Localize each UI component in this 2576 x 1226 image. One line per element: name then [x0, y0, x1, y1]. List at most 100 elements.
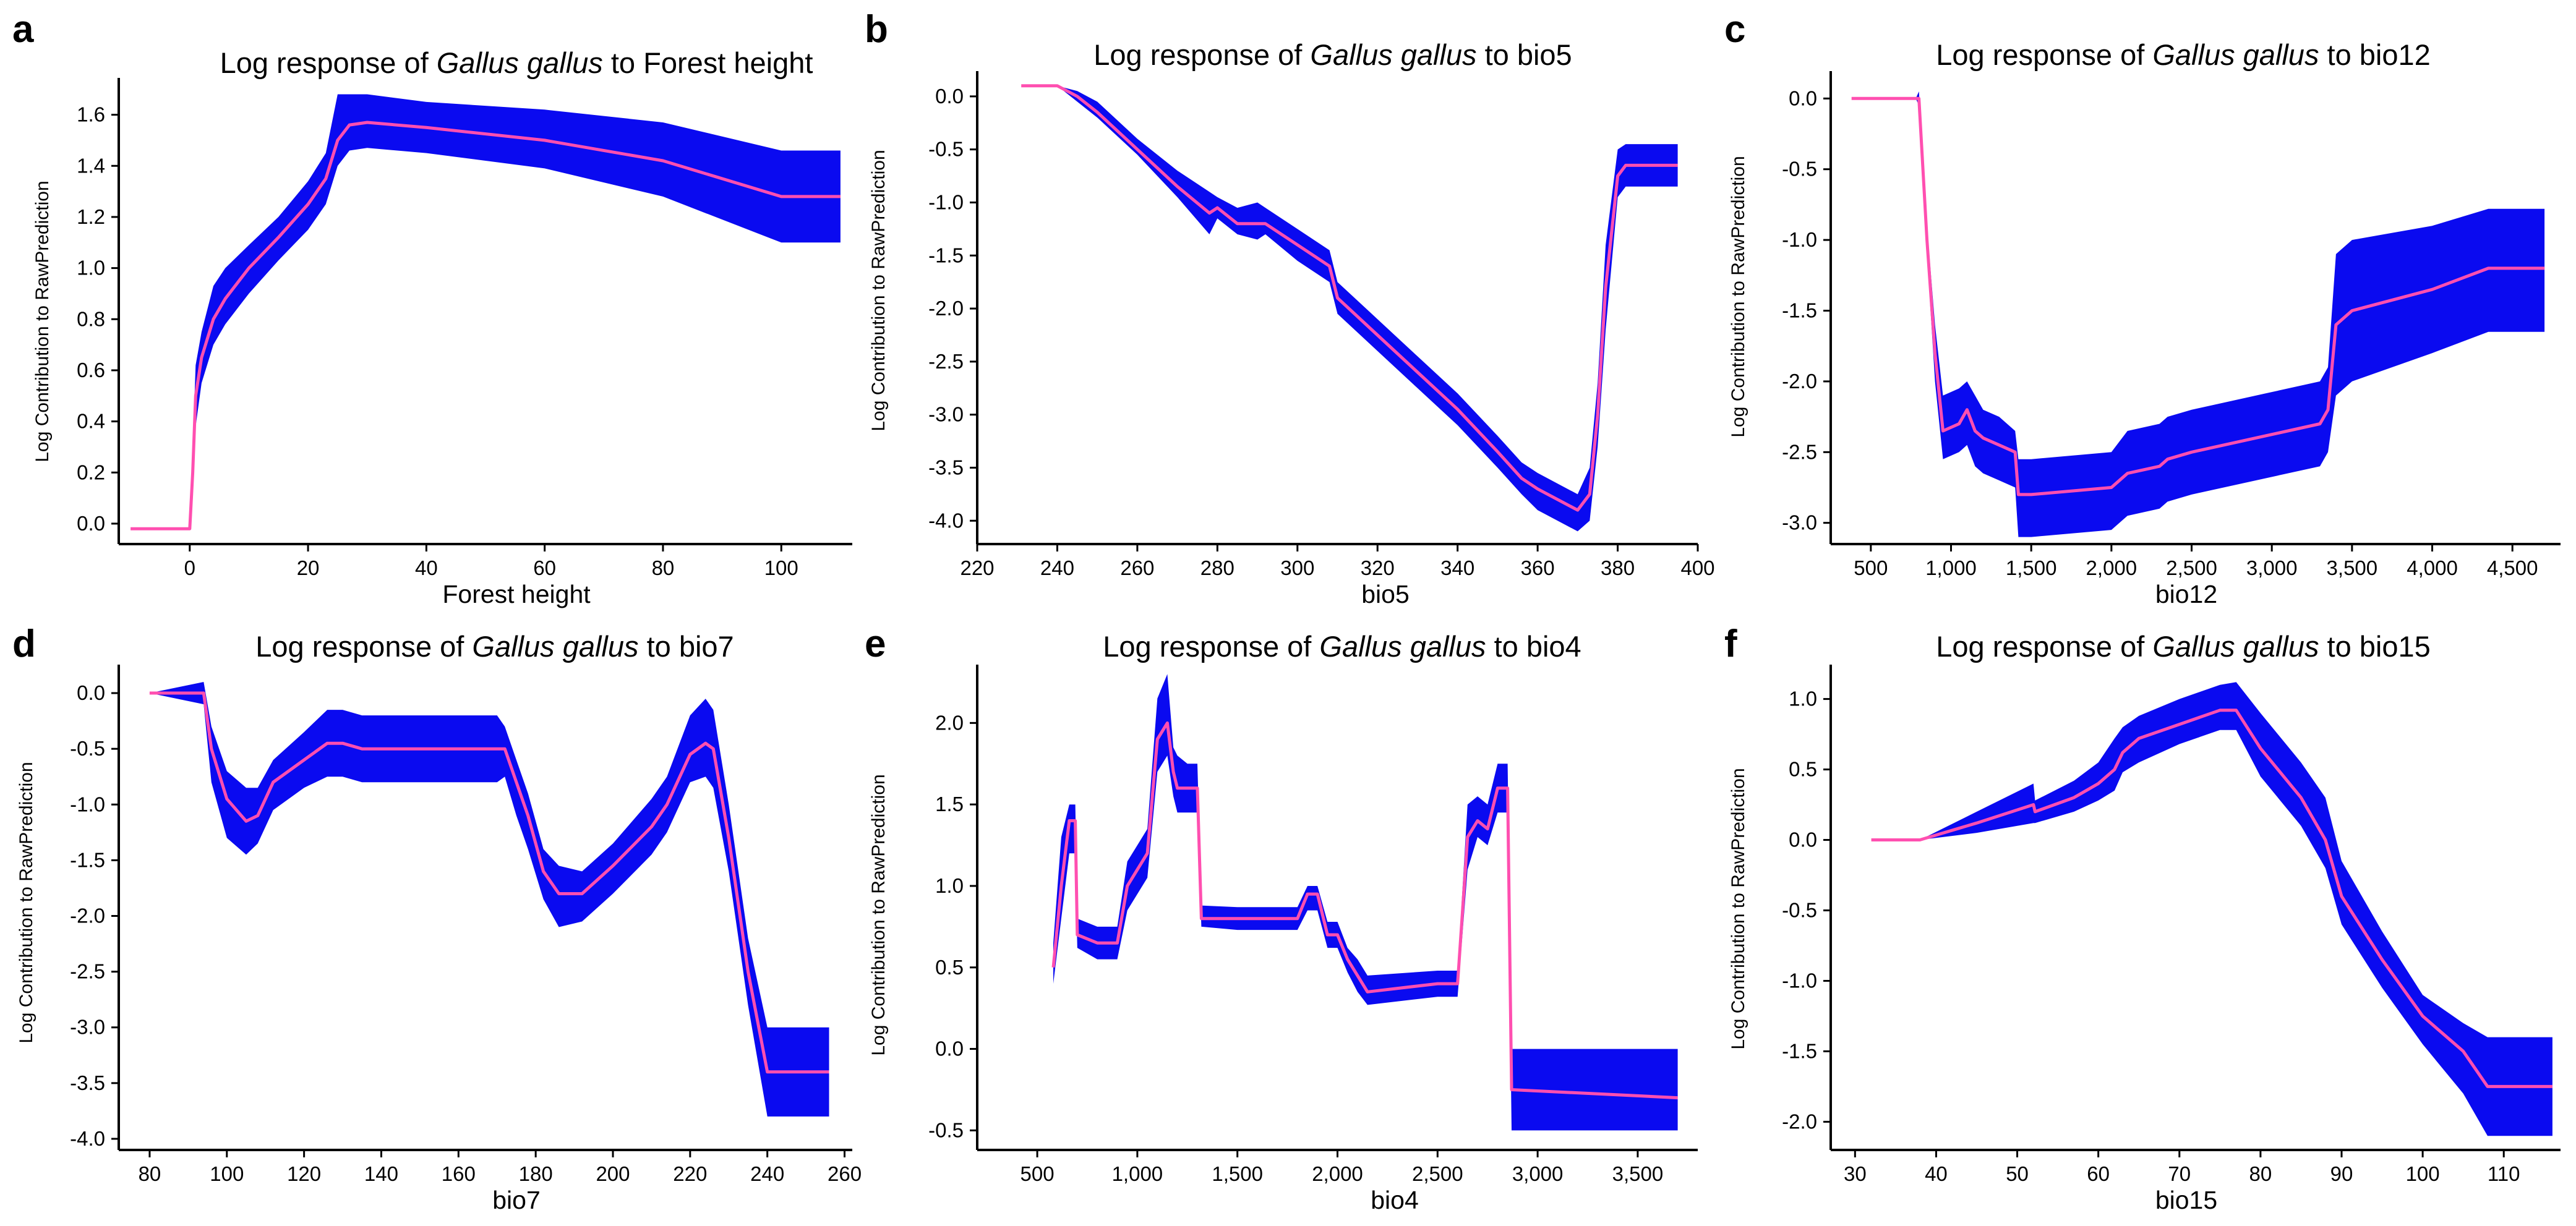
- x-tick-label-c: 4,500: [2487, 556, 2538, 579]
- x-tick-label-e: 2,000: [1312, 1162, 1363, 1185]
- axes-d: 80 100 120 140 160 180 200 220 240 260 0.0 -0.5 -1.0…: [70, 665, 862, 1185]
- mean-line-e: [1051, 721, 1678, 1100]
- x-tick-label-f: 80: [2249, 1162, 2272, 1185]
- y-tick-label-f: 1.0: [1789, 687, 1817, 710]
- y-tick-label-a: 1.4: [77, 154, 105, 177]
- y-tick-label-a: 0.0: [77, 512, 105, 535]
- x-tick-label-e: 3,000: [1512, 1162, 1564, 1185]
- x-tick-label-b: 380: [1601, 556, 1635, 579]
- x-tick-label-d: 180: [519, 1162, 553, 1185]
- x-tick-label-d: 220: [673, 1162, 707, 1185]
- x-tick-label-e: 3,500: [1612, 1162, 1664, 1185]
- panel-f: f Log response of Gallus gallus to bio15…: [1724, 623, 2561, 1214]
- axes-b: 220 240 260 280 300 320 340 360 380 400 0.0 -0.5 -1.…: [928, 71, 1715, 579]
- y-tick-label-e: 0.0: [935, 1037, 964, 1060]
- y-tick-label-c: 0.0: [1789, 87, 1817, 109]
- y-tick-label-b: -4.0: [928, 509, 964, 532]
- y-tick-label-b: -1.0: [928, 190, 964, 213]
- y-tick-label-d: 0.0: [77, 681, 105, 704]
- x-axis-label-d: bio7: [492, 1186, 541, 1214]
- panel-letter-f: f: [1724, 623, 1737, 665]
- panel-d: d Log response of Gallus gallus to bio7 …: [12, 623, 862, 1214]
- confidence-band-a: [131, 94, 841, 529]
- y-tick-label-c: -0.5: [1782, 158, 1817, 181]
- y-axis-label-f: Log Contribution to RawPrediction: [1728, 768, 1748, 1049]
- y-tick-label-d: -3.0: [70, 1016, 105, 1039]
- y-tick-label-d: -2.0: [70, 905, 105, 927]
- panel-a: a Log response of Gallus gallus to Fores…: [12, 8, 852, 608]
- mean-line-c: [1851, 96, 2545, 496]
- panel-e: e Log response of Gallus gallus to bio4 …: [865, 623, 1698, 1214]
- panel-b: b Log response of Gallus gallus to bio5 …: [865, 8, 1715, 608]
- y-tick-label-b: -2.0: [928, 297, 964, 320]
- y-tick-label-c: -3.0: [1782, 511, 1817, 534]
- y-tick-label-d: -3.5: [70, 1071, 105, 1094]
- x-tick-label-b: 260: [1120, 556, 1154, 579]
- y-tick-label-c: -2.0: [1782, 370, 1817, 393]
- x-axis-label-b: bio5: [1361, 580, 1410, 608]
- axes-f: 30 40 50 60 70 80 90 100 110 1.0 0.5 0.0 -0.5 -1.0 -1.…: [1782, 665, 2561, 1185]
- y-tick-label-a: 0.2: [77, 461, 105, 483]
- x-tick-label-e: 1,000: [1112, 1162, 1163, 1185]
- y-tick-label-b: 0.0: [935, 85, 964, 108]
- x-tick-label-e: 1,500: [1212, 1162, 1263, 1185]
- x-tick-label-d: 80: [139, 1162, 161, 1185]
- x-tick-label-a: 80: [652, 556, 675, 579]
- x-tick-label-c: 4,000: [2407, 556, 2458, 579]
- y-tick-label-c: -2.5: [1782, 440, 1817, 463]
- axes-a: 0 20 40 60 80 100 0.0 0.2 0.4 0.6 0.8 1.0 1.2 1.4 1.6: [77, 78, 852, 579]
- chart-title-b: Log response of Gallus gallus to bio5: [1093, 38, 1572, 71]
- response-curve-f: [1871, 709, 2552, 1088]
- x-tick-label-b: 360: [1521, 556, 1555, 579]
- x-tick-label-e: 2,500: [1412, 1162, 1463, 1185]
- band-area-f: [1871, 682, 2552, 1136]
- mean-line-f: [1871, 709, 2552, 1088]
- response-curve-c: [1851, 96, 2545, 496]
- x-tick-label-f: 100: [2406, 1162, 2440, 1185]
- y-tick-label-d: -2.5: [70, 960, 105, 983]
- x-tick-label-e: 500: [1021, 1162, 1055, 1185]
- x-tick-label-b: 280: [1200, 556, 1235, 579]
- y-tick-label-a: 0.6: [77, 359, 105, 381]
- x-tick-label-f: 70: [2168, 1162, 2191, 1185]
- x-tick-label-f: 110: [2488, 1162, 2520, 1185]
- y-tick-label-a: 1.2: [77, 205, 105, 228]
- x-tick-label-c: 2,000: [2086, 556, 2137, 579]
- response-curve-a: [131, 121, 841, 530]
- x-axis-label-e: bio4: [1371, 1186, 1419, 1214]
- x-tick-label-d: 260: [828, 1162, 862, 1185]
- axes-c: 500 1,000 1,500 2,000 2,500 3,000 3,500 4,000 4,…: [1782, 71, 2561, 579]
- x-tick-label-c: 1,500: [2006, 556, 2057, 579]
- chart-title-f: Log response of Gallus gallus to bio15: [1936, 630, 2431, 663]
- x-axis-label-c: bio12: [2155, 580, 2217, 608]
- y-tick-label-a: 1.6: [77, 103, 105, 126]
- x-tick-label-b: 240: [1040, 556, 1074, 579]
- y-tick-label-b: -3.5: [928, 456, 964, 479]
- y-tick-label-f: -1.0: [1782, 969, 1817, 992]
- y-tick-label-f: -0.5: [1782, 899, 1817, 922]
- x-tick-label-f: 40: [1925, 1162, 1948, 1185]
- y-tick-label-a: 0.4: [77, 410, 105, 433]
- y-tick-label-b: -1.5: [928, 244, 964, 266]
- y-axis-label-d: Log Contribution to RawPrediction: [16, 762, 36, 1043]
- x-tick-label-b: 300: [1280, 556, 1314, 579]
- x-tick-label-d: 160: [442, 1162, 476, 1185]
- y-axis-label-a: Log Contribution to RawPrediction: [32, 181, 53, 462]
- band-area-a: [131, 94, 841, 529]
- x-tick-label-a: 100: [764, 556, 798, 579]
- mean-line-d: [149, 691, 829, 1074]
- x-tick-label-d: 100: [210, 1162, 244, 1185]
- y-tick-label-b: -3.0: [928, 403, 964, 426]
- band-area-c: [1851, 91, 2545, 537]
- x-tick-label-f: 90: [2330, 1162, 2353, 1185]
- y-tick-label-d: -4.0: [70, 1127, 105, 1150]
- y-tick-label-e: 2.0: [935, 711, 964, 734]
- x-tick-label-c: 500: [1854, 556, 1888, 579]
- panel-letter-e: e: [865, 623, 886, 665]
- chart-title-a: Log response of Gallus gallus to Forest …: [220, 46, 813, 79]
- y-tick-label-a: 1.0: [77, 257, 105, 279]
- response-curve-e: [1051, 721, 1678, 1100]
- response-curve-d: [149, 691, 829, 1074]
- y-tick-label-d: -1.5: [70, 848, 105, 871]
- y-axis-label-e: Log Contribution to RawPrediction: [868, 774, 889, 1055]
